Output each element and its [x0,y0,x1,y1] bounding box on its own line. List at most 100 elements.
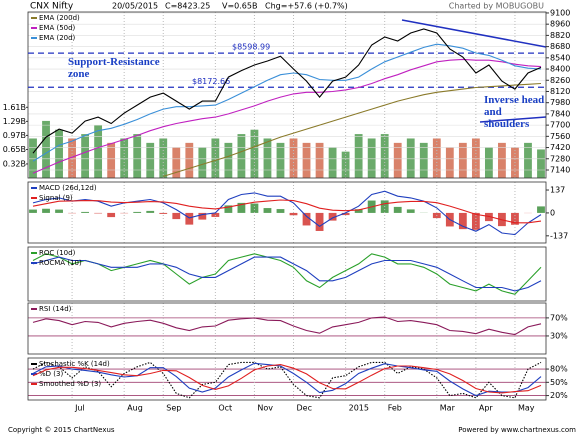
volume: V=0.65B [222,2,257,11]
legend-label: EMA (20d) [39,34,76,42]
y-tick-label: 7980 [550,98,570,107]
bar [432,138,441,178]
x-tick-label: 2015 [349,404,369,413]
bar [42,120,50,178]
date: 20/05/2015 [112,2,158,11]
bar [537,149,545,178]
bar [198,212,207,220]
legend-label: EMA (200d) [39,14,80,22]
y-tick-label: 8540 [550,53,570,62]
level-label: $8172.66 [192,77,230,86]
x-tick-label: Aug [127,404,143,413]
bar [237,202,246,213]
legend-label: MACD (26d,12d) [39,184,97,192]
y2-tick-label: 0.32B [3,159,26,168]
x-tick-label: Nov [257,404,273,413]
bar [484,147,493,178]
bar [159,138,168,178]
bar [211,212,220,217]
legend-label: %D (3) [39,370,63,378]
bar [172,212,181,220]
y-tick-label: 80% [550,365,568,374]
bar [29,209,37,213]
y-tick-label: 7700 [550,121,570,130]
bar [42,208,50,213]
panel-frame [27,246,547,302]
y-tick-label: 7280 [550,154,570,163]
x-tick-label: Apr [479,404,494,413]
y-tick-label: 7560 [550,132,570,141]
bar [172,147,181,178]
bar [458,142,467,178]
line [32,28,542,154]
y-tick-label: -137 [550,231,568,240]
bar [224,205,233,213]
x-tick-label: Jul [74,404,85,413]
bar [367,138,376,178]
panel-frame [27,357,547,401]
bar [289,138,298,178]
bar [406,209,415,213]
bar [159,212,168,214]
bar [341,212,350,216]
y-tick-label: 8820 [550,31,570,40]
y2-tick-label: 0.97B [3,131,26,140]
bar [524,142,532,178]
bar [55,209,63,213]
legend-label: Signal (9) [39,194,73,202]
bar [120,138,129,178]
y-tick-label: 7840 [550,109,570,118]
bar [94,212,103,214]
line [163,82,542,177]
y-tick-label: 8120 [550,87,570,96]
y-tick-label: 137 [550,186,565,195]
bar [498,142,506,178]
bar [146,142,155,178]
line [32,361,542,399]
powered-by: Powered by www.chartnexus.com [458,426,576,434]
neckline [479,116,547,123]
y-tick-label: 70% [550,313,568,322]
x-tick-label: Mar [440,404,456,413]
bar [237,134,246,178]
bar [185,142,194,178]
bar [315,212,324,231]
bar [458,212,467,230]
bar [419,142,428,178]
line [32,190,542,236]
bar [133,211,142,213]
bar [107,212,116,218]
line [32,364,542,394]
level-label: $8598.99 [232,43,270,52]
bar [276,209,285,213]
y-tick-label: 7140 [550,165,570,174]
change: Chg=+57.6 (+0.7%) [265,2,348,11]
line [32,199,542,224]
bar [133,134,142,178]
bar [354,209,363,213]
bar [81,134,90,178]
chart-title: CNX Nifty [30,2,74,12]
x-tick-label: May [518,404,535,413]
bar [250,203,259,213]
y2-tick-label: 1.61B [3,103,26,112]
x-tick-label: Feb [388,404,402,413]
y-tick-label: 8400 [550,65,570,74]
y-tick-label: 20% [550,391,568,400]
bar [406,138,415,178]
x-tick-label: Oct [218,404,232,413]
bar [146,210,155,213]
bar [328,212,337,221]
line [32,316,542,336]
bar [81,211,90,213]
line [32,58,542,174]
bar [263,208,272,213]
y-tick-label: 8260 [550,76,570,85]
panel-frame [27,181,547,244]
bar [29,138,37,178]
bar [354,134,363,178]
bar [341,151,350,178]
line [32,362,542,397]
bar [107,142,116,178]
